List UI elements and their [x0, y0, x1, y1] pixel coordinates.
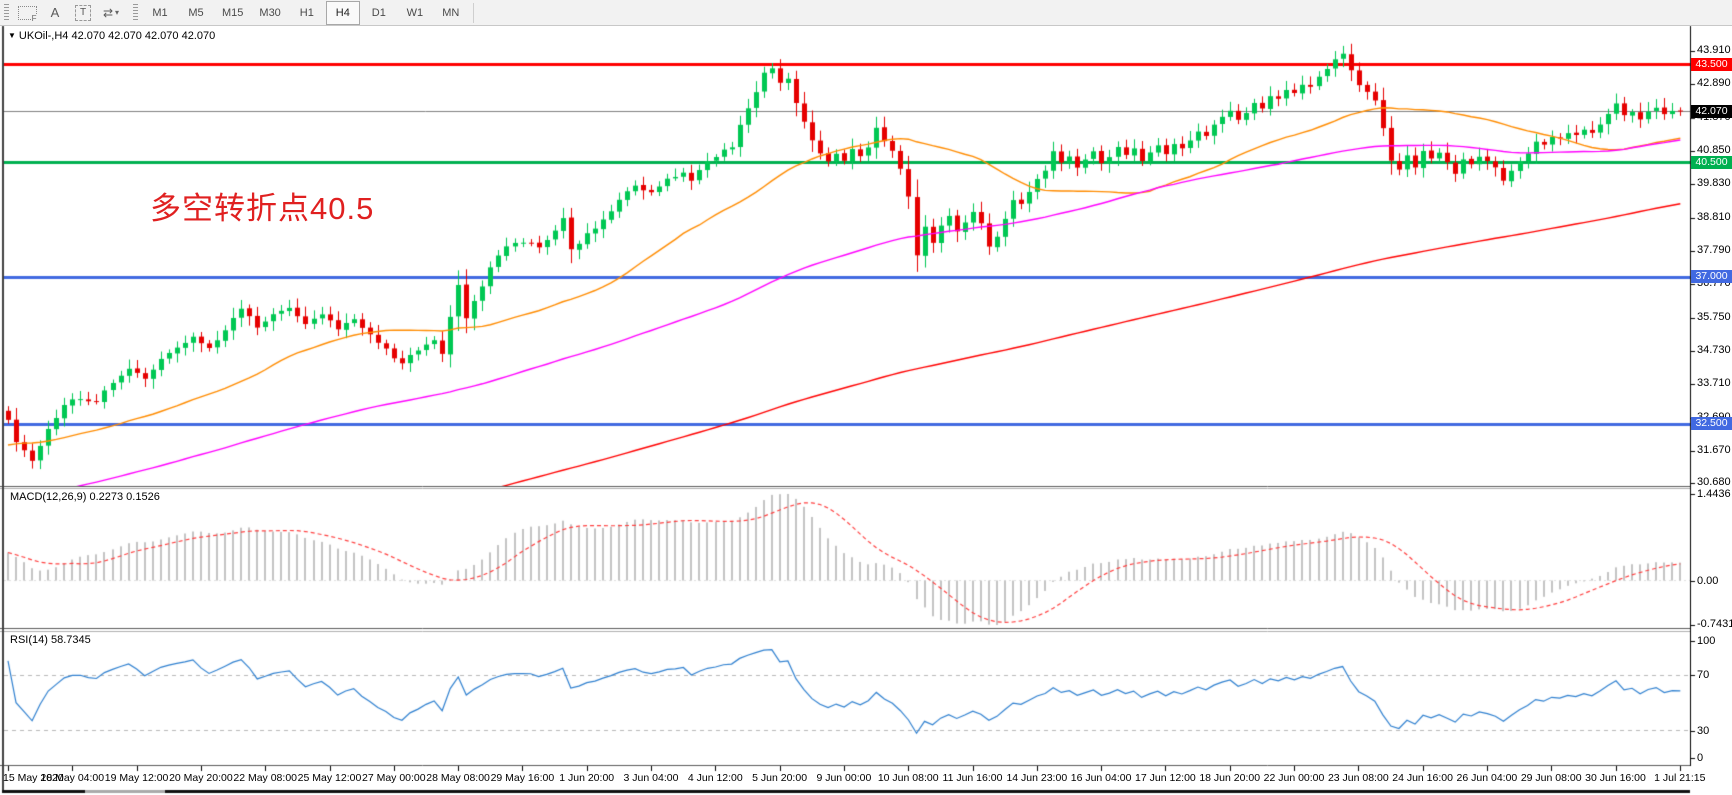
timeframe-button-w1[interactable]: W1: [406, 6, 424, 19]
arrows-tool-button[interactable]: ⇄ ▾: [98, 1, 124, 25]
toolbar-grip-2[interactable]: [133, 3, 138, 22]
text-label-button[interactable]: A: [42, 1, 68, 25]
text-label-icon: A: [50, 5, 60, 20]
chevron-down-icon[interactable]: ▾: [115, 8, 120, 17]
timeframe-button-m5[interactable]: M5: [188, 6, 204, 19]
fibonacci-grid-button[interactable]: F: [14, 1, 40, 25]
timeframe-button-m1[interactable]: M1: [152, 6, 168, 19]
text-box-button[interactable]: T: [70, 1, 96, 25]
fibonacci-grid-icon: F: [17, 5, 37, 23]
text-box-icon: T: [75, 4, 91, 21]
timeframe-group: M1 M5 M15 M30 H1 H4 D1 W1 MN: [142, 0, 469, 25]
timeframe-button-mn[interactable]: MN: [442, 6, 460, 19]
toolbar-separator: [472, 2, 474, 23]
arrows-icon: ⇄: [102, 5, 114, 20]
timeframe-button-h4[interactable]: H4: [325, 0, 360, 25]
timeframe-button-d1[interactable]: D1: [371, 6, 386, 19]
timeframe-button-h1[interactable]: H1: [299, 6, 314, 19]
timeframe-button-m15[interactable]: M15: [222, 6, 244, 19]
toolbar: F A T ⇄ ▾ M1 M5 M15 M30 H1 H4 D1 W1 MN: [0, 0, 1732, 26]
toolbar-grip[interactable]: [4, 3, 9, 22]
timeframe-button-m30[interactable]: M30: [259, 6, 281, 19]
